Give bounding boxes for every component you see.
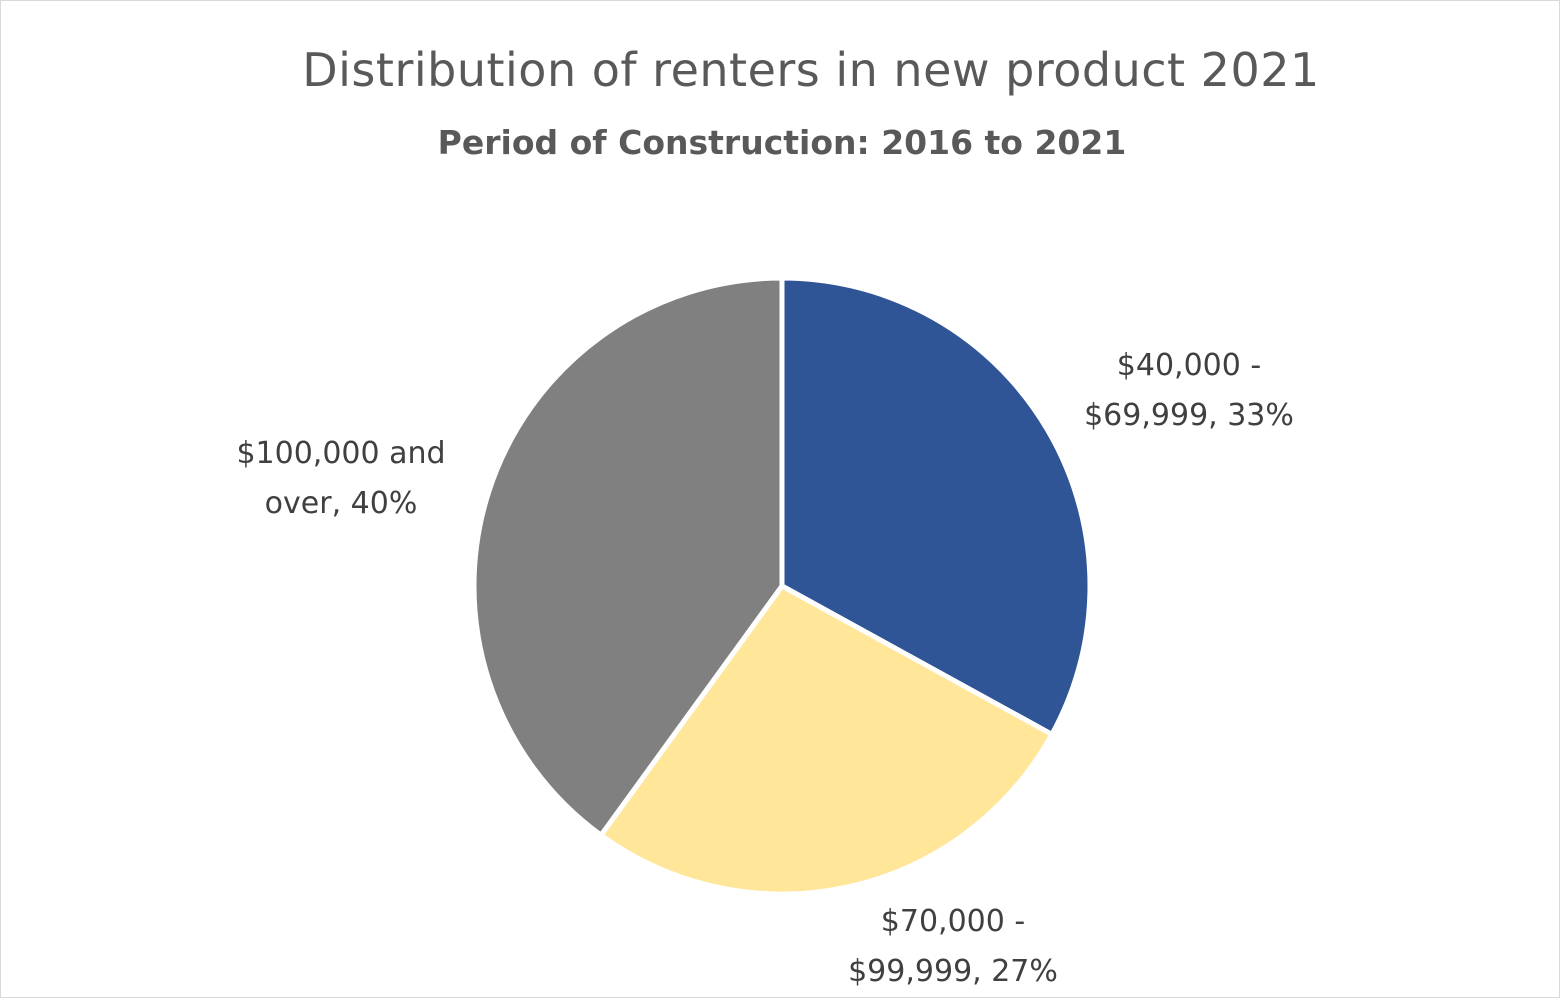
- pie-slice-1: [779, 275, 1093, 737]
- pie-slice-3: [471, 275, 785, 838]
- data-label-2: $70,000 -$99,999, 27%: [848, 904, 1058, 989]
- data-label-1: $40,000 -$69,999, 33%: [1084, 348, 1294, 433]
- chart-title: Distribution of renters in new product 2…: [302, 43, 1320, 97]
- chart-subtitle: Period of Construction: 2016 to 2021: [437, 123, 1127, 162]
- pie-slice-2: [598, 583, 1055, 897]
- data-label-3: $100,000 and over, 40%: [236, 436, 445, 521]
